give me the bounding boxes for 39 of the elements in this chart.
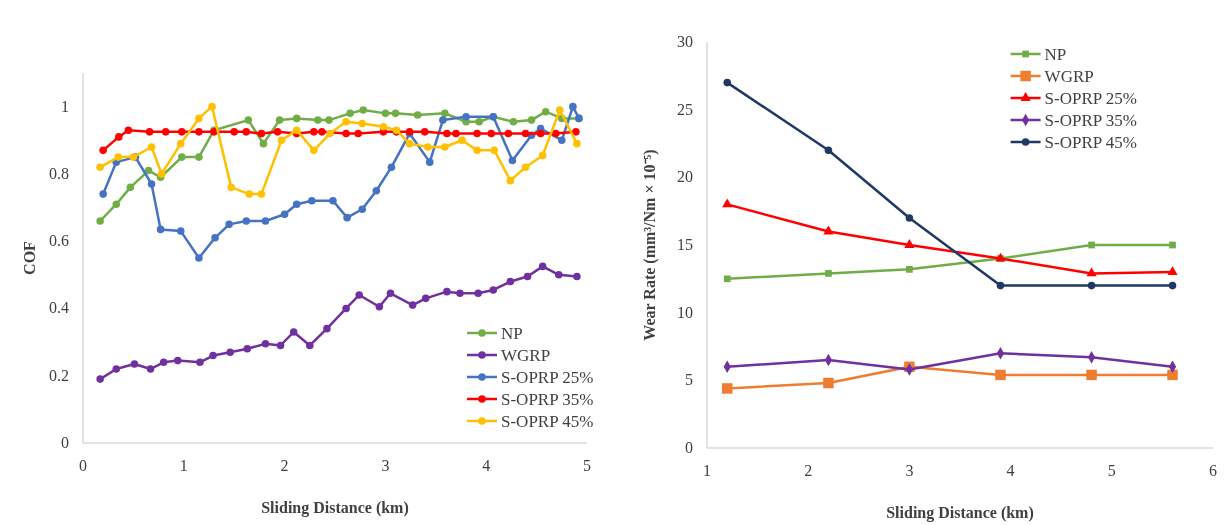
y-axis-title: COF [21, 240, 38, 275]
legend-label: WGRP [1044, 67, 1094, 86]
y-tick-label: 0 [685, 439, 693, 456]
x-tick-label: 1 [179, 457, 188, 474]
x-tick-label: 6 [1209, 462, 1217, 479]
x-tick-label: 2 [280, 457, 289, 474]
legend-label: S-OPRP 35% [501, 390, 594, 409]
x-tick-label: 3 [905, 462, 914, 479]
legend-label: NP [501, 324, 523, 343]
x-tick-label: 4 [482, 457, 491, 474]
x-tick-label: 0 [79, 457, 87, 474]
legend-label: S-OPRP 45% [501, 412, 594, 431]
y-tick-label: 0 [61, 434, 69, 451]
y-tick-label: 20 [677, 168, 693, 186]
x-tick-label: 5 [583, 457, 591, 474]
x-tick-label: 4 [1006, 462, 1015, 479]
y-tick-label: 0.4 [49, 299, 69, 317]
y-tick-label: 5 [685, 371, 693, 389]
y-tick-label: 15 [677, 236, 693, 253]
x-axis-title: Sliding Distance (km) [886, 504, 1034, 522]
x-tick-label: 2 [804, 462, 813, 479]
x-axis-title: Sliding Distance (km) [261, 499, 409, 517]
legend-label: WGRP [501, 346, 551, 365]
legend-label: S-OPRP 45% [1044, 133, 1138, 152]
y-tick-label: 0.6 [49, 232, 69, 250]
y-tick-label: 10 [677, 303, 693, 321]
x-tick-label: 1 [703, 462, 711, 479]
legend-label: S-OPRP 35% [1044, 111, 1138, 130]
y-tick-label: 0.2 [49, 366, 69, 384]
y-tick-label: 1 [61, 97, 69, 115]
legend-label: S-OPRP 25% [501, 368, 594, 387]
y-axis-title: Wear Rate (mm³/Nm × 10⁻⁵) [641, 149, 659, 341]
legend-label: S-OPRP 25% [1044, 89, 1138, 108]
x-tick-label: 5 [1107, 462, 1116, 479]
legend-label: NP [1044, 45, 1067, 64]
x-tick-label: 3 [381, 457, 390, 474]
y-tick-label: 30 [677, 33, 693, 50]
y-tick-label: 25 [677, 100, 693, 118]
y-tick-label: 0.8 [49, 164, 69, 182]
